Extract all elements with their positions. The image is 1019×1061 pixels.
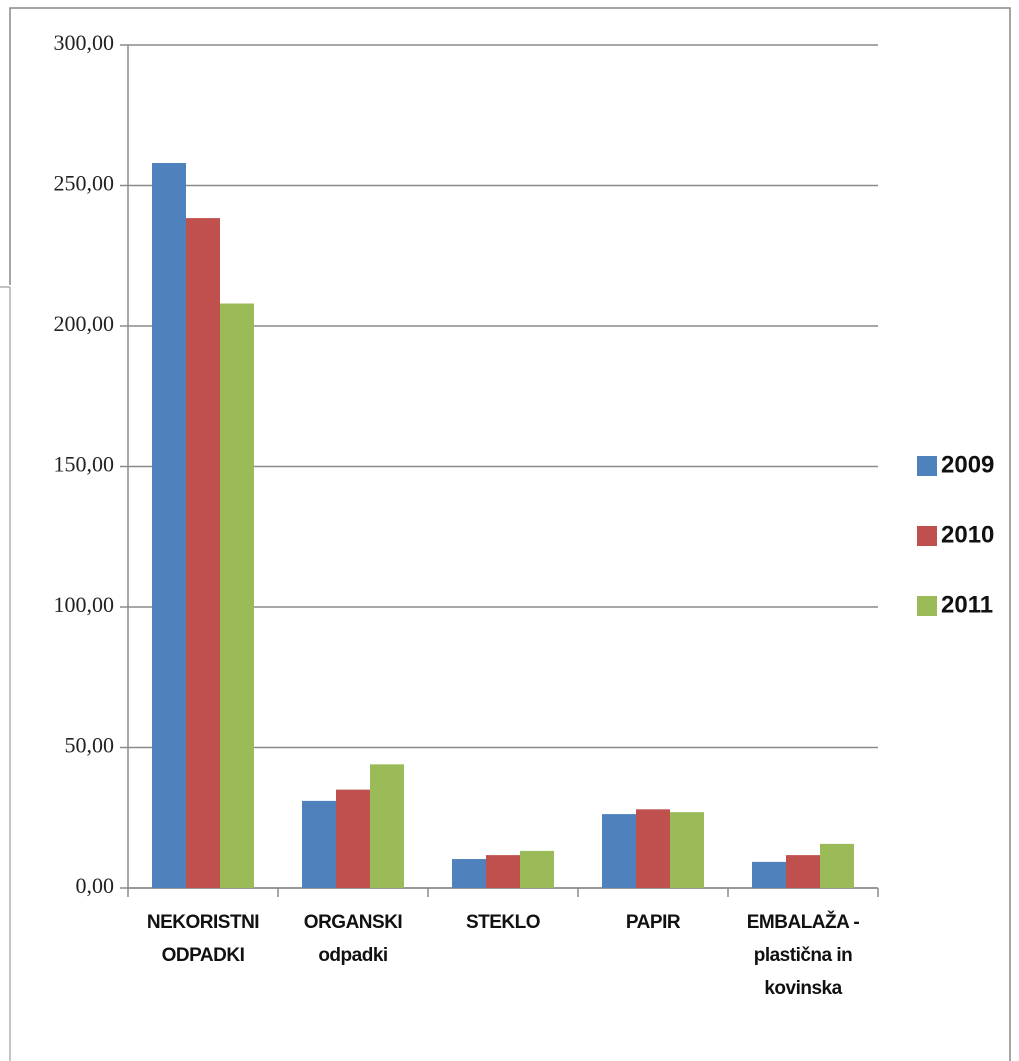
y-tick-label: 50,00 [65, 733, 115, 758]
bar [302, 800, 336, 888]
x-tick-label: ORGANSKI odpadki [303, 912, 403, 966]
legend-label: 2009 [941, 451, 994, 478]
y-tick-label: 150,00 [54, 452, 115, 477]
bar [486, 855, 520, 888]
bar [602, 814, 636, 888]
legend-label: 2011 [941, 591, 993, 618]
bar [520, 850, 554, 888]
frame [9, 7, 1011, 1061]
bar [786, 855, 820, 888]
y-tick-label: 250,00 [54, 171, 115, 196]
legend-label: 2010 [941, 521, 994, 548]
bar [670, 812, 704, 888]
bar [220, 303, 254, 888]
bar [186, 218, 220, 888]
legend-swatch [917, 596, 937, 616]
y-tick-label: 200,00 [54, 311, 115, 336]
bar [152, 163, 186, 888]
y-tick-label: 300,00 [54, 30, 115, 55]
x-tick-label: STEKLO [465, 912, 541, 933]
bar [370, 764, 404, 888]
x-tick-label: EMBALAŽA - plastična in kovinska [746, 912, 860, 999]
bar [636, 809, 670, 888]
bar [752, 861, 786, 888]
x-tick-label: PAPIR [625, 912, 681, 933]
bar [820, 843, 854, 888]
bar [336, 789, 370, 888]
y-tick-label: 100,00 [54, 592, 115, 617]
y-tick-label: 0,00 [76, 873, 115, 898]
legend-swatch [917, 456, 937, 476]
legend-swatch [917, 526, 937, 546]
x-tick-label: NEKORISTNI ODPADKI [146, 912, 260, 966]
bar [452, 859, 486, 888]
